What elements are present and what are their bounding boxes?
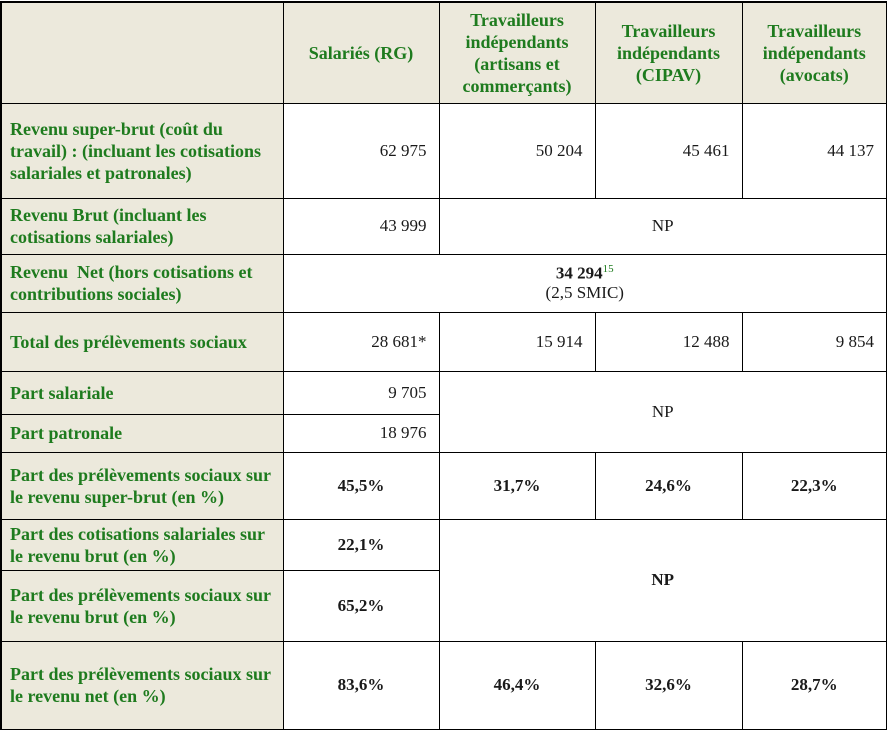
cell-pct-cotis-brut-salaries: 22,1% [282,518,440,571]
cell-super-brut-salaries: 62 975 [282,102,440,199]
footnote-ref-15: 15 [602,262,614,275]
row-label-part-prelev-super-brut: Part des prélèvements sociaux sur le rev… [0,451,284,520]
cell-super-brut-cipav: 45 461 [594,102,743,199]
col-header-avocats: Travailleurs indépendants (avocats) [741,1,887,104]
cell-parts-np: NP [438,370,887,453]
cell-super-brut-artisans: 50 204 [438,102,596,199]
row-revenu-brut: Revenu Brut (incluant les cotisations sa… [0,197,887,255]
col-header-cipav: Travailleurs indépendants (CIPAV) [594,1,743,104]
header-row: Salariés (RG) Travailleurs indépendants … [0,1,887,104]
row-part-prelev-brut: Part des prélèvements sociaux sur le rev… [0,569,887,642]
cell-pct-net-salaries: 83,6% [282,640,440,730]
row-part-cotis-salariales-brut: Part des cotisations salariales sur le r… [0,518,887,642]
row-label-total-prelevements: Total des prélèvements sociaux [0,311,284,372]
col-header-salaries: Salariés (RG) [282,1,440,104]
row-label-revenu-super-brut: Revenu super-brut (coût du travail) : (i… [0,102,284,199]
row-label-part-patronale: Part patronale [0,413,284,453]
row-revenu-net: Revenu Net (hors cotisations et contribu… [0,253,887,313]
revenu-net-smic-note: (2,5 SMIC) [545,283,624,303]
row-label-revenu-net: Revenu Net (hors cotisations et contribu… [0,253,284,313]
row-label-part-cotis-salariales-brut: Part des cotisations salariales sur le r… [0,518,284,571]
cell-pct-super-brut-avocats: 22,3% [741,451,887,520]
cell-super-brut-avocats: 44 137 [741,102,887,199]
cell-revenu-brut-salaries: 43 999 [282,197,440,255]
revenu-net-value: 34 294 [555,263,603,283]
cell-pct-net-cipav: 32,6% [594,640,743,730]
row-revenu-super-brut: Revenu super-brut (coût du travail) : (i… [0,102,887,199]
row-label-revenu-brut: Revenu Brut (incluant les cotisations sa… [0,197,284,255]
cell-pct-net-avocats: 28,7% [741,640,887,730]
cell-total-artisans: 15 914 [438,311,596,372]
cell-revenu-net-merged: 34 29415 (2,5 SMIC) [282,253,887,313]
cell-part-salariale-salaries: 9 705 [282,370,440,415]
row-part-prelev-super-brut: Part des prélèvements sociaux sur le rev… [0,451,887,520]
cell-pct-super-brut-cipav: 24,6% [594,451,743,520]
cell-total-avocats: 9 854 [741,311,887,372]
corner-cell [0,1,284,104]
cell-revenu-brut-np: NP [438,197,887,255]
cell-pct-super-brut-salaries: 45,5% [282,451,440,520]
row-label-part-prelev-brut: Part des prélèvements sociaux sur le rev… [0,569,284,642]
cell-part-patronale-salaries: 18 976 [282,413,440,453]
cell-total-cipav: 12 488 [594,311,743,372]
cell-total-salaries: 28 681* [282,311,440,372]
cell-pct-brut-salaries: 65,2% [282,569,440,642]
cell-pct-net-artisans: 46,4% [438,640,596,730]
cell-brut-np: NP [438,518,887,642]
cell-pct-super-brut-artisans: 31,7% [438,451,596,520]
row-part-prelev-net: Part des prélèvements sociaux sur le rev… [0,640,887,730]
col-header-artisans-commercants: Travailleurs indépendants (artisans et c… [438,1,596,104]
row-label-part-salariale: Part salariale [0,370,284,415]
revenu-net-value-line: 34 29415 [288,263,883,284]
row-label-part-prelev-net: Part des prélèvements sociaux sur le rev… [0,640,284,730]
row-part-patronale: Part patronale 18 976 [0,413,887,453]
row-total-prelevements: Total des prélèvements sociaux 28 681* 1… [0,311,887,372]
row-part-salariale: Part salariale 9 705 NP [0,370,887,453]
